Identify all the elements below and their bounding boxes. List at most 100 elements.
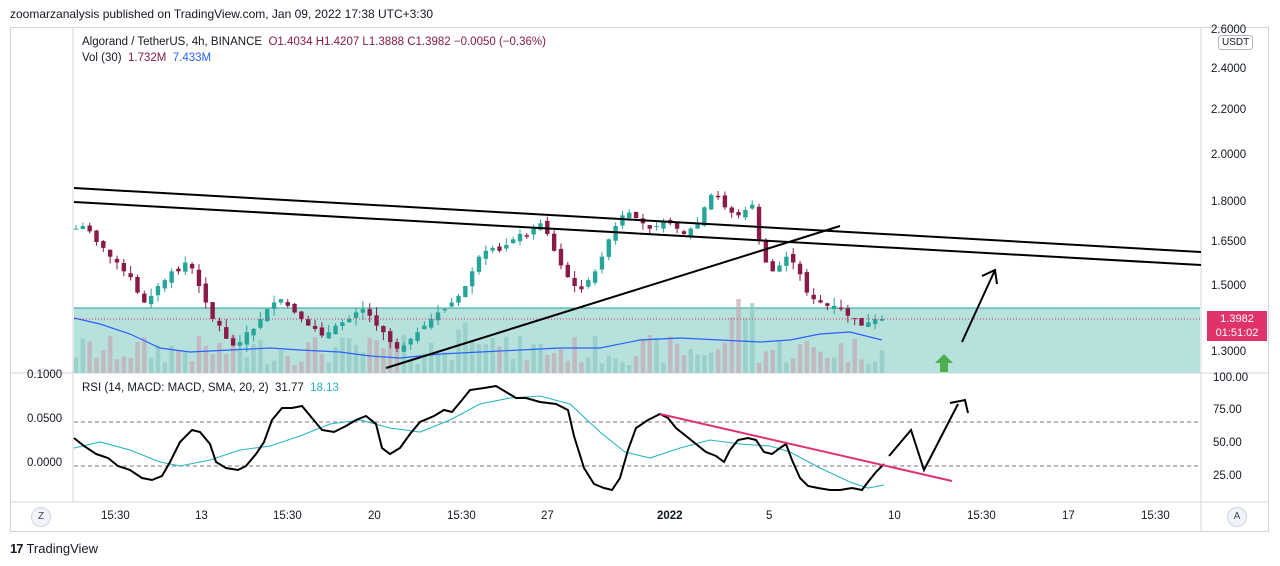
candle-body xyxy=(353,312,359,318)
volume-bar xyxy=(306,342,311,373)
volume-bars xyxy=(73,299,885,373)
volume-bar xyxy=(381,348,386,373)
candle-body xyxy=(285,302,290,306)
green-up-arrow-icon[interactable] xyxy=(935,354,953,372)
candle-body xyxy=(292,303,297,313)
candle-body xyxy=(688,228,693,237)
rsi-axis-label: 50.00 xyxy=(1213,437,1242,449)
volume-bar xyxy=(271,360,277,373)
volume-legend[interactable]: Vol (30) 1.732M 7.433M xyxy=(82,52,211,64)
volume-bar xyxy=(162,362,167,373)
volume-bar xyxy=(265,364,270,373)
candle-body xyxy=(517,234,523,242)
candle-body xyxy=(94,230,99,242)
last-price-value: 1.3982 xyxy=(1220,313,1254,325)
volume-bar xyxy=(244,357,249,373)
candle-body xyxy=(811,294,816,300)
volume-bar xyxy=(258,340,263,373)
volume-bar xyxy=(688,349,693,373)
candle-body xyxy=(504,244,509,249)
symbol-legend[interactable]: Algorand / TetherUS, 4h, BINANCE O1.4034… xyxy=(82,36,546,48)
volume-bar xyxy=(852,338,857,373)
last-price-tag[interactable]: 1.3982 01:51:02 xyxy=(1207,311,1267,341)
candle-body xyxy=(203,283,208,303)
candle-body xyxy=(374,315,379,326)
rsi-value-2: 18.13 xyxy=(310,382,339,394)
price-axis-label: 1.6500 xyxy=(1211,236,1247,248)
time-axis-label: 17 xyxy=(1062,510,1075,522)
rsi-value-1: 31.77 xyxy=(275,382,304,394)
volume-bar xyxy=(545,354,550,373)
time-axis-label: 27 xyxy=(541,510,554,522)
auto-scale-button[interactable]: A xyxy=(1227,507,1247,527)
time-axis-label: 15:30 xyxy=(1141,510,1170,522)
macd-axis-label: 0.0000 xyxy=(27,457,63,469)
candle-body xyxy=(114,258,120,263)
macd-axis-label: 0.0500 xyxy=(27,413,63,425)
price-axis-label: 2.0000 xyxy=(1211,149,1247,161)
volume-bar xyxy=(825,357,830,373)
volume-bar xyxy=(415,364,420,373)
candle-body xyxy=(415,332,420,341)
volume-bar xyxy=(777,341,782,373)
time-axis-label: 15:30 xyxy=(101,510,130,522)
candle-body xyxy=(845,308,851,316)
time-axis-label: 13 xyxy=(195,510,208,522)
candle-body xyxy=(463,286,468,298)
volume-bar xyxy=(517,336,523,373)
volume-bar xyxy=(148,357,154,373)
candle-body xyxy=(135,276,140,293)
volume-bar xyxy=(750,303,755,373)
volume-bar xyxy=(224,354,229,373)
candle-body xyxy=(579,286,584,290)
volume-bar xyxy=(463,322,468,373)
rsi-projection-zigzag[interactable] xyxy=(888,403,959,473)
candle-body xyxy=(80,226,86,229)
rsi-legend[interactable]: RSI (14, MACD: MACD, SMA, 20, 2) 31.77 1… xyxy=(82,382,339,394)
candle-body xyxy=(531,228,536,235)
candle-body xyxy=(681,231,687,234)
candle-body xyxy=(210,302,215,319)
candle-body xyxy=(784,256,789,266)
zoom-auto-button[interactable]: Z xyxy=(31,507,51,527)
symbol-title[interactable]: Algorand / TetherUS, 4h, BINANCE xyxy=(82,36,263,48)
volume-bar xyxy=(87,341,92,373)
descending-channel-lower-line[interactable] xyxy=(73,201,1202,266)
candle-body xyxy=(565,264,570,278)
descending-channel-upper-line[interactable] xyxy=(73,187,1202,253)
volume-bar xyxy=(845,362,851,373)
candle-body xyxy=(647,225,652,229)
candle-body xyxy=(879,319,885,321)
rsi-label: RSI (14, MACD: MACD, SMA, 20, 2) xyxy=(82,382,269,394)
price-axis-label: 1.5000 xyxy=(1211,280,1247,292)
candle-body xyxy=(818,300,823,303)
time-axis-label: 20 xyxy=(368,510,381,522)
candle-body xyxy=(831,305,837,310)
candle-body xyxy=(244,332,249,345)
candle-body xyxy=(428,319,434,328)
currency-button[interactable]: USDT xyxy=(1218,35,1254,50)
candle-body xyxy=(401,345,407,352)
candle-body xyxy=(825,303,830,306)
candles xyxy=(73,191,885,352)
projection-arrow[interactable] xyxy=(961,269,996,343)
candle-body xyxy=(408,338,413,345)
candle-body xyxy=(278,299,284,303)
volume-bar xyxy=(831,357,837,373)
candle-body xyxy=(230,338,236,346)
tradingview-logo-icon: 17 xyxy=(10,541,24,556)
time-axis-label: 5 xyxy=(766,510,773,522)
volume-bar xyxy=(661,363,666,373)
candle-body xyxy=(715,195,721,198)
volume-bar xyxy=(94,357,99,373)
candle-body xyxy=(435,312,441,321)
candle-body xyxy=(217,320,222,326)
tradingview-brand[interactable]: 17 TradingView xyxy=(10,541,98,556)
ascending-trend-line[interactable] xyxy=(385,225,841,369)
candle-body xyxy=(148,295,154,305)
rsi-descending-trend-line[interactable] xyxy=(659,413,953,482)
candle-body xyxy=(866,322,871,327)
price-axis-label: 1.3000 xyxy=(1211,346,1247,358)
candle-body xyxy=(613,226,618,241)
